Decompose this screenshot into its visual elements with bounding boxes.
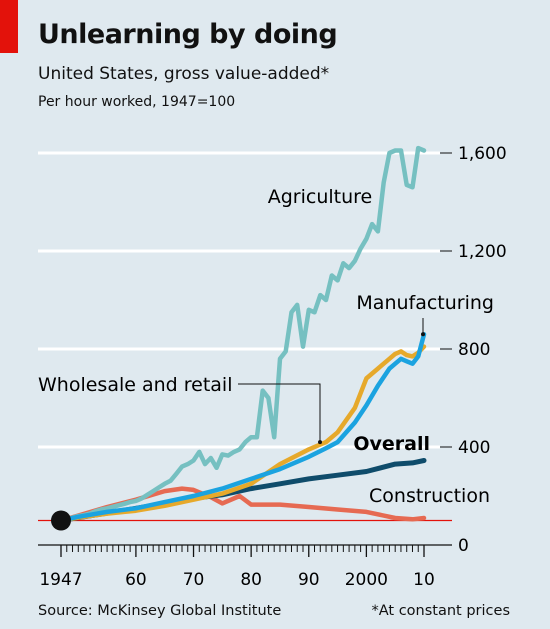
series-labels: Agriculture Manufacturing Wholesale and … xyxy=(38,186,494,507)
label-construction: Construction xyxy=(369,485,490,507)
chart-note: Per hour worked, 1947=100 xyxy=(38,94,236,110)
leader-dot-wholesale-retail xyxy=(318,440,322,445)
x-tick-label: 1947 xyxy=(39,570,82,590)
source-note: Source: McKinsey Global Institute xyxy=(38,603,282,619)
label-agriculture: Agriculture xyxy=(268,186,373,208)
x-tick-label: 2000 xyxy=(345,570,388,590)
x-tick-label: 70 xyxy=(183,570,205,590)
y-tick-label: 1,600 xyxy=(458,144,507,164)
label-manufacturing: Manufacturing xyxy=(356,292,494,314)
y-tick-label: 1,200 xyxy=(458,242,507,262)
label-overall: Overall xyxy=(353,433,430,455)
y-tick-label: 400 xyxy=(458,438,490,458)
leader-wholesale-retail xyxy=(238,383,321,443)
y-tick-label: 0 xyxy=(458,536,469,556)
accent-tag xyxy=(0,0,18,53)
footnote: *At constant prices xyxy=(371,603,511,619)
x-tick-label: 10 xyxy=(413,570,435,590)
x-tick-label: 60 xyxy=(125,570,147,590)
chart-title: Unlearning by doing xyxy=(38,19,338,50)
x-axis: 1947 60 70 80 90 2000 10 xyxy=(38,544,452,590)
x-tick-label: 90 xyxy=(298,570,320,590)
x-tick-label: 80 xyxy=(240,570,262,590)
series-line-wholesale-and-retail xyxy=(58,344,427,523)
series-line-agriculture xyxy=(58,145,427,523)
gridlines: 0 400 800 1,200 1,600 xyxy=(38,144,507,556)
y-tick-label: 800 xyxy=(458,340,490,360)
start-point-marker xyxy=(51,510,71,531)
series-line-manufacturing xyxy=(58,332,427,523)
chart-subtitle: United States, gross value-added* xyxy=(38,64,330,84)
series-lines xyxy=(51,145,427,531)
label-wholesale-retail: Wholesale and retail xyxy=(38,374,233,396)
leader-dot-manufacturing xyxy=(421,332,425,337)
